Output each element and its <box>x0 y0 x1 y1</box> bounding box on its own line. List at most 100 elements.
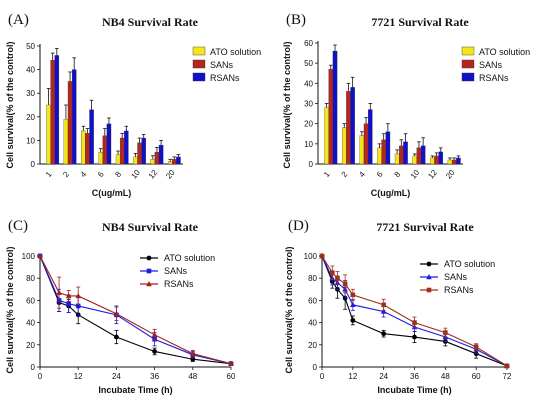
x-tick-label: 12 <box>74 372 83 381</box>
x-tick-label: 20 <box>444 168 457 181</box>
data-point <box>443 330 448 335</box>
panel-label: (B) <box>286 12 306 28</box>
data-point <box>75 303 81 309</box>
data-point <box>426 274 432 280</box>
data-point <box>350 301 356 308</box>
legend-entry: ATO solution <box>210 47 261 57</box>
x-tick-label: 6 <box>96 169 106 179</box>
x-tick-label: 12 <box>348 372 357 381</box>
legend-swatch <box>192 72 206 82</box>
bar <box>416 147 422 165</box>
bar <box>67 81 73 165</box>
bar <box>430 157 435 165</box>
bar <box>456 157 461 165</box>
bar <box>176 156 181 165</box>
bar <box>50 60 55 165</box>
x-tick-label: 2 <box>340 169 350 179</box>
x-tick-label: 60 <box>472 372 481 381</box>
bar <box>341 127 347 165</box>
bar <box>172 159 177 165</box>
x-axis-label: Incubate Time (h) <box>377 385 451 395</box>
y-tick-label: 0 <box>31 363 36 372</box>
x-tick-label: 24 <box>112 372 121 381</box>
y-tick-label: 50 <box>26 42 35 51</box>
y-tick-label: 100 <box>22 252 36 261</box>
data-point <box>350 292 356 298</box>
y-axis-label: Cell survival(% of the control) <box>5 41 15 168</box>
legend-swatch <box>461 72 475 82</box>
data-point <box>381 302 386 308</box>
data-point <box>56 289 62 295</box>
bar <box>119 137 125 165</box>
x-axis-label: C(ug/mL) <box>371 188 411 198</box>
y-tick-label: 0 <box>309 160 314 169</box>
bar <box>124 130 129 165</box>
bar <box>451 159 457 165</box>
x-tick-label: 0 <box>38 372 43 381</box>
x-tick-label: 1 <box>322 169 332 179</box>
line-chart-panel-2: 0 20 40 60 80 100 (C) NB4 Survival Rate Incubate… <box>5 218 236 395</box>
bar <box>133 156 138 165</box>
chart-title: 7721 Survival Rate <box>371 15 469 29</box>
data-point <box>66 301 71 307</box>
data-point <box>113 310 120 316</box>
legend-swatch <box>461 59 475 69</box>
legend-entry: RSANs <box>444 285 474 295</box>
x-tick-label: 72 <box>503 372 512 381</box>
data-point <box>380 308 387 314</box>
bar-chart-panel-0: 0 10 20 30 40 50 (A) NB4 Survival Rate C(ug/mL) C… <box>5 12 261 198</box>
bar <box>154 152 160 165</box>
bar <box>359 135 365 165</box>
y-tick-label: 10 <box>304 140 313 149</box>
bar <box>332 50 338 165</box>
legend-swatch <box>192 59 206 69</box>
bar <box>447 159 453 165</box>
x-tick-label: 12 <box>426 168 439 181</box>
x-tick-label: 2 <box>61 169 71 179</box>
panel-label: (D) <box>288 218 309 234</box>
data-point <box>146 255 152 261</box>
x-tick-label: 1 <box>44 169 54 179</box>
legend-entry: ATO solution <box>444 259 495 269</box>
bar <box>350 87 355 165</box>
bar <box>399 145 404 165</box>
legend-entry: ATO solution <box>479 47 530 57</box>
x-tick-label: 4 <box>357 169 367 179</box>
data-point <box>504 363 510 369</box>
y-tick-label: 80 <box>26 274 35 283</box>
y-tick-label: 30 <box>26 89 35 98</box>
bar <box>106 123 112 165</box>
y-tick-label: 40 <box>26 66 35 75</box>
x-tick-label: 10 <box>129 168 142 181</box>
x-tick-label: 4 <box>79 169 89 179</box>
panel-label: (A) <box>8 12 29 28</box>
data-point <box>473 344 479 350</box>
panel-label: (C) <box>8 218 28 234</box>
data-point <box>114 334 119 340</box>
bar <box>137 142 142 165</box>
bar <box>98 152 103 165</box>
y-axis-label: Cell survival(% of the control) <box>5 246 15 373</box>
legend-entry: SANs <box>210 60 234 70</box>
legend-entry: RSANs <box>479 73 509 83</box>
y-tick-label: 20 <box>26 113 35 122</box>
data-point <box>146 281 152 287</box>
x-tick-label: 60 <box>227 372 236 381</box>
y-tick-label: 20 <box>26 341 35 350</box>
chart-title: NB4 Survival Rate <box>102 15 199 29</box>
bar <box>377 147 382 165</box>
bar <box>438 151 444 165</box>
y-tick-label: 60 <box>304 39 313 48</box>
y-tick-label: 100 <box>304 252 318 261</box>
bar <box>158 144 164 165</box>
x-tick-label: 20 <box>164 168 177 181</box>
data-point <box>151 331 158 338</box>
data-point <box>412 320 417 325</box>
y-tick-label: 60 <box>308 296 317 305</box>
bar <box>63 119 69 165</box>
y-axis-label: Cell survival(% of the control) <box>282 41 292 168</box>
data-point <box>426 287 432 293</box>
data-point <box>342 281 348 287</box>
bar <box>434 155 439 165</box>
